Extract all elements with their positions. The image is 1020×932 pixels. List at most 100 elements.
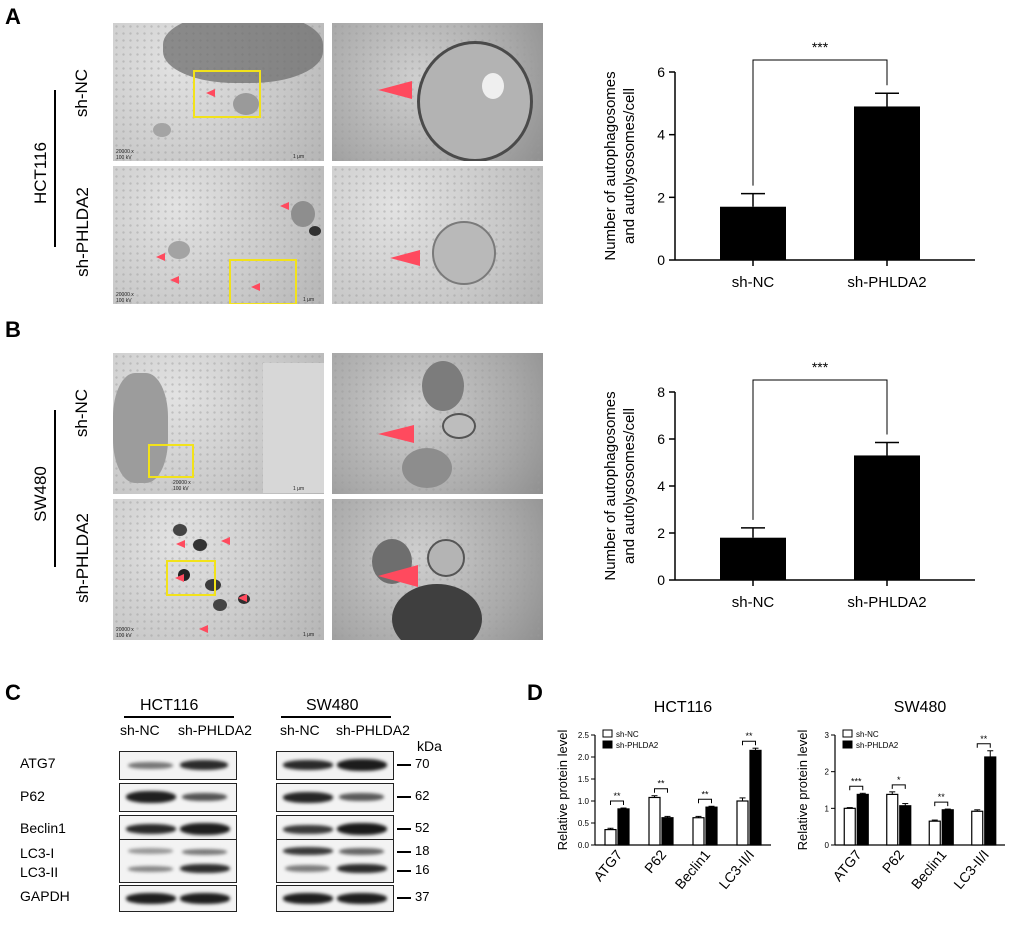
y-tick-label: 4	[657, 127, 665, 143]
bar-sh-phlda2-p62	[899, 805, 912, 846]
kda-label: kDa	[417, 738, 442, 754]
x-tick-label: ATG7	[829, 846, 864, 884]
bar-sh-nc-beclin1	[692, 817, 705, 846]
panel-label-a: A	[5, 4, 21, 29]
significance-bracket	[849, 785, 864, 791]
bar-sh-phlda2-beclin1	[941, 809, 954, 846]
bar-sh-phlda2-beclin1	[705, 806, 718, 846]
significance-label: **	[613, 791, 621, 801]
scale-bar-text: 1 μm	[293, 486, 305, 492]
blot-sw480-gapdh	[276, 885, 394, 912]
y-tick-label: 0.0	[578, 841, 590, 850]
blot-sw480-p62	[276, 783, 394, 812]
blot-row-label-atg7: ATG7	[20, 755, 56, 771]
significance-bracket	[698, 798, 712, 804]
blot-sw480-beclin1	[276, 815, 394, 844]
bar-sh-phlda2	[854, 106, 920, 260]
red-arrow-marker	[175, 574, 184, 582]
kda-marker: 62	[415, 788, 430, 803]
bar-sh-nc-lc3-ii/i	[971, 810, 984, 846]
red-arrow-marker	[378, 565, 418, 587]
legend-swatch	[842, 729, 853, 738]
blot-row-label-gapdh: GAPDH	[20, 888, 70, 904]
legend-swatch	[842, 740, 853, 749]
red-arrow-marker	[170, 276, 179, 284]
em-image-sw480-sh-phlda2-zoom	[332, 499, 543, 640]
red-arrow-marker	[390, 250, 420, 266]
scale-text: 20000 x 100 kV	[116, 292, 134, 304]
cell-line-label-sw480: SW480	[31, 466, 50, 522]
legend-swatch	[602, 729, 613, 738]
blot-hct116-lc3	[119, 839, 237, 883]
legend-swatch	[602, 740, 613, 749]
cell-line-bracket	[54, 90, 56, 247]
significance-label: **	[657, 779, 665, 789]
blot-row-label-p62: P62	[20, 788, 45, 804]
cell-line-label-hct116: HCT116	[31, 141, 50, 205]
y-tick-label: 1.0	[578, 797, 590, 806]
kda-marker: 52	[415, 820, 430, 835]
zoom-region-box	[229, 259, 297, 304]
kda-marker: 37	[415, 889, 430, 904]
kda-marker: 16	[415, 862, 430, 877]
scale-text: 20000 x 100 kV	[173, 480, 191, 492]
bar-sh-phlda2-lc3-ii/i	[749, 749, 762, 846]
zoom-region-box	[148, 444, 194, 478]
blot-sw480-lc3	[276, 839, 394, 883]
red-arrow-marker	[378, 81, 412, 99]
scale-text: 20000 x 100 kV	[116, 149, 134, 161]
bar-sh-phlda2-atg7	[856, 793, 869, 846]
em-image-hct116-sh-phlda2-overview: 20000 x 100 kV 1 μm	[113, 166, 324, 304]
em-image-hct116-sh-nc-zoom	[332, 23, 543, 161]
blot-hct116-atg7	[119, 751, 237, 780]
y-axis-label: Relative protein level	[795, 730, 810, 851]
significance-label: **	[701, 789, 709, 799]
y-tick-label: 0	[825, 841, 830, 850]
panel-label-c: C	[5, 680, 21, 705]
cell-line-bracket	[54, 410, 56, 567]
bar-sh-nc-atg7	[604, 829, 617, 846]
blot-row-label-lc3-i: LC3-I	[20, 845, 55, 861]
chart-title: SW480	[894, 699, 947, 716]
em-image-hct116-sh-nc-overview: 20000 x 100 kV 1 μm	[113, 23, 324, 161]
significance-label: **	[980, 734, 988, 744]
bar-sh-nc	[720, 537, 786, 580]
bar-sh-nc	[720, 206, 786, 260]
significance-label: ***	[851, 776, 862, 786]
red-arrow-marker	[199, 625, 208, 633]
em-image-sw480-sh-nc-overview: 20000 x 100 kV 1 μm	[113, 353, 324, 494]
red-arrow-marker	[221, 537, 230, 545]
y-tick-label: 8	[657, 384, 665, 400]
blot-hct116-p62	[119, 783, 237, 812]
significance-bracket	[742, 740, 756, 746]
y-axis-label: Relative protein level	[555, 730, 570, 851]
significance-label: ***	[812, 359, 829, 375]
x-tick-label: Beclin1	[908, 846, 950, 892]
significance-bracket	[610, 800, 624, 806]
bar-sh-nc-beclin1	[928, 820, 941, 846]
significance-bracket	[654, 788, 668, 793]
row-label-sh-nc-b: sh-NC	[72, 388, 91, 438]
significance-label: *	[897, 775, 901, 785]
scale-bar-text: 1 μm	[303, 632, 315, 638]
significance-bracket	[934, 801, 949, 807]
chart-panel-d-sw480: SW480 0 1 2 3 Relative protein level sh-NC sh-P…	[795, 699, 1005, 892]
red-arrow-marker	[378, 425, 414, 443]
red-arrow-marker	[280, 202, 289, 210]
y-tick-label: 6	[657, 431, 665, 447]
lane-label: sh-PHLDA2	[178, 722, 252, 738]
x-tick-label: LC3-II/I	[716, 847, 758, 892]
bar-sh-nc-atg7	[843, 807, 856, 846]
row-label-sh-phlda2-a: sh-PHLDA2	[73, 187, 92, 277]
y-tick-label: 2.5	[578, 731, 590, 740]
y-tick-label: 2	[657, 189, 665, 205]
chart-panel-a: 0 2 4 6 sh-NC sh-PHLDA2 *** Number of autophago…	[602, 39, 975, 291]
x-tick-label: P62	[641, 846, 669, 876]
bar-sh-nc-p62	[648, 796, 661, 846]
red-arrow-marker	[238, 594, 247, 602]
bar-sh-phlda2	[854, 455, 920, 580]
significance-bracket	[752, 59, 888, 186]
red-arrow-marker	[156, 253, 165, 261]
y-tick-label: 0	[657, 252, 665, 268]
bar-sh-phlda2-p62	[661, 817, 674, 846]
